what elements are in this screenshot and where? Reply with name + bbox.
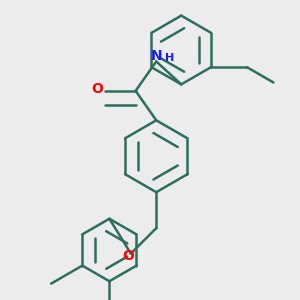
Text: O: O — [122, 249, 134, 263]
Text: H: H — [165, 53, 174, 63]
Text: O: O — [91, 82, 103, 96]
Text: N: N — [150, 49, 162, 63]
